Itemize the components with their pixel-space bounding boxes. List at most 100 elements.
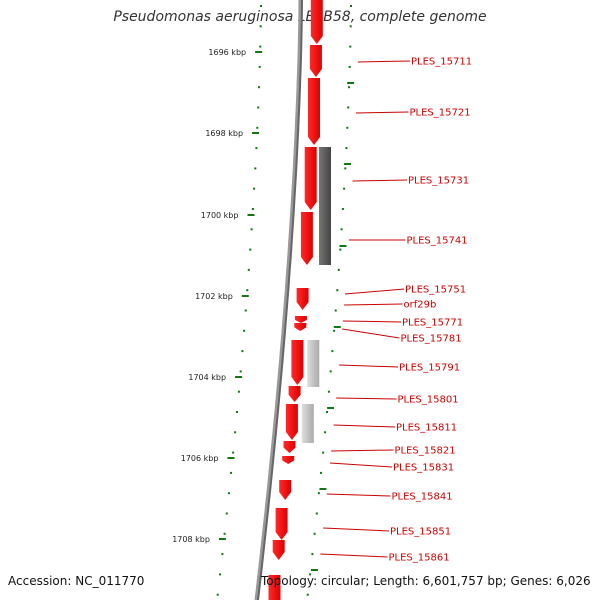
gene-leader-line (344, 288, 405, 295)
ruler-dot-right (350, 5, 352, 7)
gene-feature (308, 78, 320, 145)
ruler-dot-right (336, 289, 339, 292)
ruler-dot-right (341, 208, 344, 210)
gene-leader-line (342, 328, 400, 339)
ruler-dot-right (347, 106, 350, 109)
ruler-major-tick-right (347, 82, 355, 84)
ruler-dot-right (345, 147, 348, 150)
ruler-dot-left (260, 5, 262, 7)
ruler-major-tick (218, 538, 226, 540)
gene-leader-line (339, 364, 399, 368)
ruler-dot-left (232, 451, 235, 454)
ruler-dot-left (243, 329, 246, 332)
ruler-dot-left (221, 553, 224, 556)
gene-label: PLES_15751 (405, 285, 466, 296)
ruler-dot-left (247, 268, 250, 271)
ruler-dot-right (348, 86, 350, 89)
gene-leader-line (323, 527, 390, 532)
backbone-inner (257, 0, 303, 600)
gene-label: PLES_15711 (411, 57, 472, 68)
gene-feature (310, 0, 323, 44)
backbone-outer (254, 0, 302, 600)
ruler-dot-left (230, 471, 232, 474)
ruler-major-tick (252, 132, 260, 134)
gene-label: PLES_15801 (398, 395, 459, 406)
ruler-dot-left (219, 573, 222, 576)
ruler-dot-left (239, 370, 242, 373)
ruler-dot-right (349, 45, 352, 48)
gene-leader-line (320, 553, 388, 558)
gene-leader-line (331, 449, 394, 452)
gene-feature-secondary (319, 147, 331, 265)
gene-label: PLES_15731 (408, 176, 469, 187)
ruler-dot-left (241, 350, 244, 353)
ruler-tick-label: 1708 kbp (172, 535, 210, 544)
ruler-dot-left (227, 492, 230, 495)
gene-leader-line (355, 111, 409, 114)
ruler-dot-right (348, 65, 351, 68)
ruler-dot-right (340, 228, 343, 231)
gene-label: PLES_15821 (395, 446, 456, 457)
ruler-dot-left (259, 25, 262, 28)
ruler-dot-left (254, 167, 257, 170)
gene-leader-line (352, 179, 408, 182)
ruler-dot-right (349, 25, 352, 28)
gene-feature (283, 441, 296, 453)
ruler-major-tick (227, 457, 235, 459)
ruler-major-tick (247, 214, 255, 216)
ruler-dot-right (326, 411, 328, 413)
ruler-major-tick-right (339, 245, 347, 247)
ruler-major-tick-right (319, 488, 327, 490)
ruler-dot-right (344, 167, 347, 170)
gene-feature (272, 540, 285, 560)
gene-leader-line (329, 462, 393, 468)
gene-leader-line (336, 397, 397, 400)
ruler-tick-label: 1704 kbp (188, 373, 226, 382)
gene-label: PLES_15831 (393, 463, 454, 474)
gene-feature (294, 323, 307, 331)
ruler-tick-label: 1698 kbp (205, 129, 243, 138)
ruler-dot-right (309, 573, 312, 576)
ruler-dot-left (250, 228, 253, 231)
ruler-dot-left (216, 593, 219, 596)
gene-feature (279, 480, 292, 500)
ruler-dot-right (320, 471, 322, 474)
ruler-dot-right (346, 126, 349, 129)
gene-feature-secondary (307, 340, 320, 387)
gene-feature (294, 316, 307, 323)
gene-label: PLES_15741 (407, 236, 468, 247)
gene-leader-line (342, 320, 402, 323)
gene-label: PLES_15861 (389, 553, 450, 564)
ruler-dot-left (249, 248, 252, 251)
gene-label: PLES_15721 (410, 108, 471, 119)
ruler-major-tick-right (333, 326, 341, 328)
ruler-dot-left (234, 431, 237, 434)
gene-leader-line (333, 424, 396, 428)
ruler-dot-left (236, 411, 238, 413)
ruler-dot-right (329, 370, 332, 373)
gene-label: orf29b (404, 300, 437, 311)
gene-feature-secondary (301, 404, 314, 443)
ruler-tick-label: 1702 kbp (195, 292, 233, 301)
ruler-tick-label: 1696 kbp (208, 48, 246, 57)
ruler-dot-right (306, 593, 309, 596)
ruler-dot-left (223, 532, 226, 535)
ruler-dot-right (339, 248, 342, 251)
ruler-dot-right (311, 553, 314, 556)
accession-label: Accession: NC_011770 (8, 574, 145, 588)
ruler-dot-right (334, 309, 337, 312)
ruler-dot-left (258, 65, 261, 68)
topology-label: Topology: circular; Length: 6,601,757 bp… (261, 574, 591, 588)
ruler-dot-right (331, 350, 334, 353)
gene-feature (275, 508, 288, 540)
ruler-major-tick (255, 51, 263, 53)
gene-feature (268, 575, 281, 600)
ruler-dot-left (244, 309, 247, 312)
ruler-major-tick (241, 295, 249, 297)
gene-leader-line (344, 303, 403, 306)
gene-feature (296, 288, 309, 310)
ruler-dot-right (315, 512, 318, 515)
gene-feature (304, 147, 317, 210)
gene-label: PLES_15771 (402, 318, 463, 329)
gene-leader-line (326, 493, 391, 497)
